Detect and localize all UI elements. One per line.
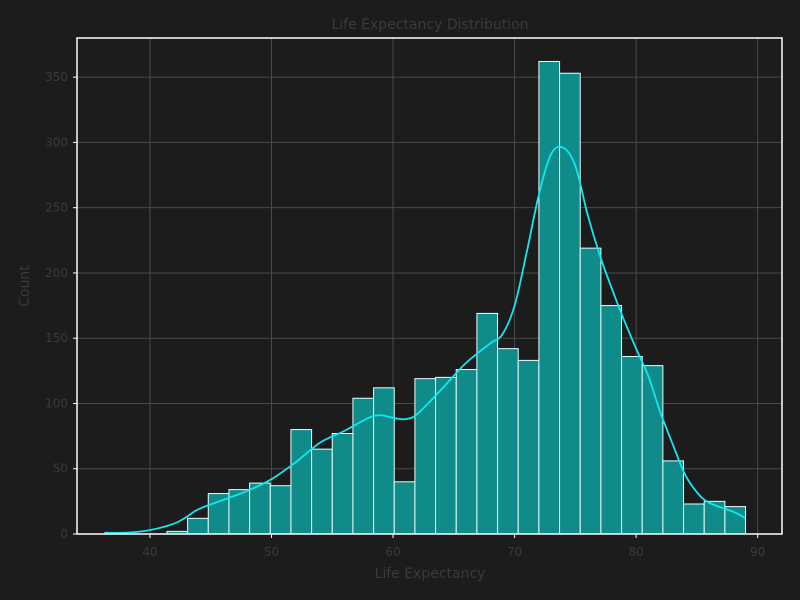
y-tick-label: 250 bbox=[45, 201, 68, 215]
chart-title: Life Expectancy Distribution bbox=[331, 17, 528, 33]
kde-curve bbox=[104, 145, 746, 534]
y-axis-ticks: 0 50 100 150 200 250 300 350 bbox=[45, 70, 77, 541]
x-tick-label: 50 bbox=[264, 545, 279, 559]
histogram-bar bbox=[703, 500, 726, 535]
histogram-bar bbox=[683, 503, 705, 535]
y-tick-label: 200 bbox=[45, 266, 68, 280]
histogram-bar bbox=[538, 60, 561, 535]
histogram-bar bbox=[373, 387, 395, 535]
histogram-bar bbox=[414, 378, 437, 535]
histogram-bar bbox=[311, 448, 333, 535]
histogram-bar bbox=[331, 432, 354, 535]
histogram-bar bbox=[187, 517, 209, 535]
histogram-bar bbox=[393, 481, 416, 535]
histogram-bar bbox=[290, 429, 313, 535]
histogram-bar bbox=[352, 397, 375, 535]
plot-frame bbox=[76, 37, 783, 535]
x-axis-label: Life Expectancy bbox=[375, 566, 486, 582]
histogram-bar bbox=[249, 482, 271, 535]
y-tick-label: 0 bbox=[60, 527, 68, 541]
y-tick-label: 150 bbox=[45, 331, 68, 345]
x-tick-label: 80 bbox=[628, 545, 643, 559]
histogram-bar bbox=[497, 348, 519, 535]
x-tick-label: 90 bbox=[750, 545, 765, 559]
histogram-bar bbox=[435, 376, 457, 535]
histogram-bar bbox=[559, 72, 581, 535]
histogram-bar bbox=[517, 359, 540, 535]
y-tick-label: 300 bbox=[45, 135, 68, 149]
histogram-bar bbox=[621, 355, 643, 535]
x-axis-ticks: 40 50 60 70 80 90 bbox=[142, 534, 765, 559]
y-tick-label: 100 bbox=[45, 396, 68, 410]
y-axis-label: Count bbox=[17, 265, 33, 307]
histogram-bars bbox=[104, 60, 747, 535]
x-tick-label: 70 bbox=[507, 545, 522, 559]
histogram-bar bbox=[579, 247, 602, 535]
y-tick-label: 350 bbox=[45, 70, 68, 84]
grid-lines bbox=[77, 38, 782, 535]
histogram-bar bbox=[600, 305, 623, 535]
histogram-bar bbox=[455, 369, 478, 535]
x-tick-label: 60 bbox=[385, 545, 400, 559]
x-tick-label: 40 bbox=[142, 545, 157, 559]
y-tick-label: 50 bbox=[53, 462, 68, 476]
histogram-bar bbox=[269, 485, 292, 535]
histogram-bar bbox=[662, 460, 685, 535]
